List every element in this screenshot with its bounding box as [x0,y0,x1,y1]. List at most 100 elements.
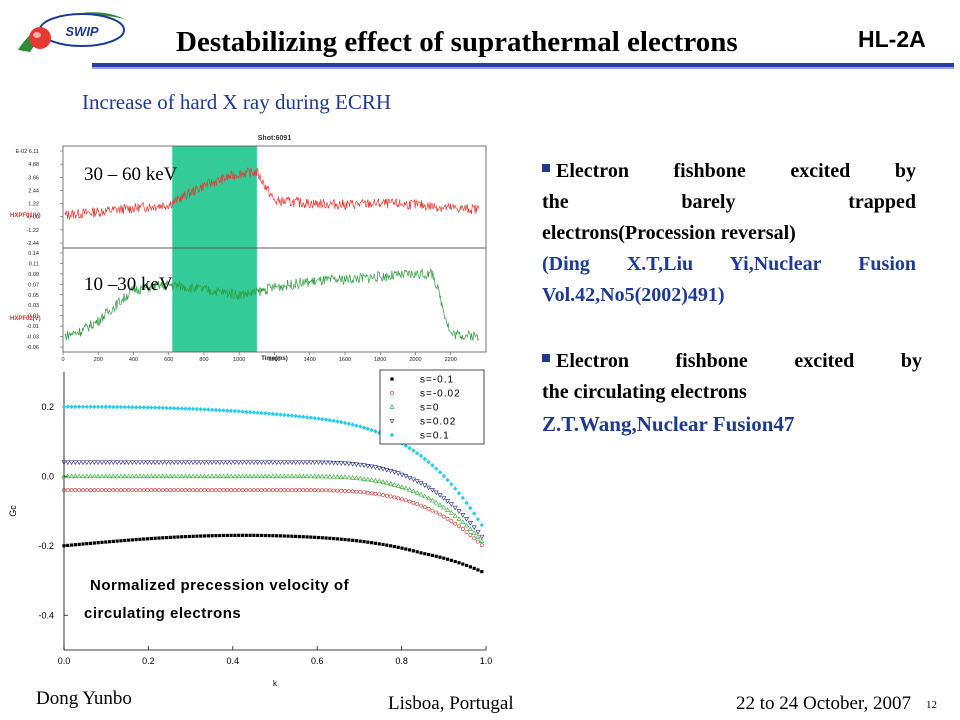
data-point [456,516,462,521]
legend-label: s=0.02 [420,417,456,428]
bullet-marker [542,164,550,172]
data-point [308,415,314,420]
data-point [171,460,177,465]
data-point [236,488,241,493]
data-point [107,540,112,544]
data-point [358,490,363,494]
data-point [96,541,100,545]
data-point [262,473,268,479]
data-point [243,460,249,465]
y-tick-label: -0.03 [26,335,39,341]
data-point [289,473,295,479]
data-point [263,488,268,493]
footer-date: 22 to 24 October, 2007 [736,693,911,714]
data-point [172,535,176,539]
data-point [145,460,151,465]
data-point [293,488,298,493]
data-point [278,488,283,493]
data-point [218,533,222,538]
data-point [221,533,226,538]
x-tick-label: 1800 [374,357,386,362]
x-tick-label: 0.6 [311,656,324,666]
data-point [297,414,302,419]
data-point [323,473,329,479]
data-point [251,410,257,415]
data-point [407,475,413,481]
data-point [72,473,78,479]
data-point [471,530,477,535]
data-point [258,460,265,465]
data-point [434,510,439,515]
data-point [85,542,89,546]
series-s=0.02 [61,460,485,540]
data-point [479,538,485,543]
data-point [73,543,77,547]
x-tick-label: 1000 [233,357,245,362]
data-point [129,473,135,479]
legend-marker [390,377,394,381]
hard-xray-chart: Shot:6091 E-02 6.11 4.88 3.66 2.44 1.22 -0.00 -… [10,135,487,362]
data-point [107,404,112,410]
data-point [384,493,389,498]
data-point [452,513,458,518]
data-point [221,473,227,479]
energy-label: 30 – 60 keV [84,164,178,185]
data-point [422,505,427,510]
legend-marker [389,404,395,409]
data-point [99,460,105,465]
data-point [475,534,481,539]
y-tick-label: -2.44 [26,241,39,247]
legend-marker [389,432,395,438]
data-point [403,498,408,503]
y-tick-label: 0.05 [28,293,39,299]
data-point [88,460,94,465]
data-point [186,473,192,479]
data-point [210,534,214,538]
data-point [445,557,450,561]
data-point [332,536,336,541]
data-point [475,530,481,535]
data-point [84,460,90,465]
data-point [198,460,204,465]
data-point [453,559,457,564]
data-point [202,534,207,538]
data-point [404,547,408,551]
data-point [138,488,142,493]
data-point [133,460,139,465]
data-point [472,536,477,541]
data-point [448,502,454,507]
data-point [171,406,177,411]
data-point [149,405,154,410]
data-point [80,473,86,479]
data-point [202,488,207,493]
data-point [343,489,347,493]
data-point [316,488,321,493]
data-point [152,405,158,410]
y-tick-label: 0.03 [28,303,39,309]
x-tick-label: 0.8 [395,656,408,666]
data-point [441,496,447,501]
data-point [343,537,347,542]
data-point [313,535,317,539]
bullet-1-line-3: electrons(Procession reversal) [542,222,796,244]
data-point [300,460,306,465]
data-point [239,473,246,479]
data-point [308,473,314,479]
x-tick-label: 1200 [268,357,280,362]
data-point [259,410,264,416]
data-point [236,409,241,414]
data-point [110,460,116,465]
precession-chart: 0.0 0.2 0.4 0.6 0.8 1.0 0.2 0.0 -0.2 -0.4 k Gc s=-0.… [8,369,492,688]
data-point [248,533,252,537]
legend-label: s=0 [420,403,439,414]
y-axis-label: Gc [8,505,18,517]
data-point [217,460,223,465]
bullet-2-line-2: the circulating electrons [542,381,747,403]
data-point [370,541,374,545]
data-point [274,412,279,417]
data-point [217,473,223,479]
data-point [205,473,211,479]
y-tick-label: 0.14 [28,251,39,257]
data-point [168,405,173,411]
data-point [66,543,70,548]
